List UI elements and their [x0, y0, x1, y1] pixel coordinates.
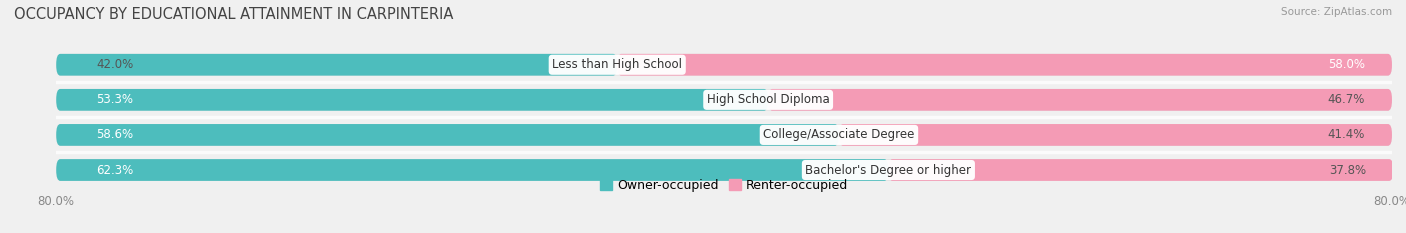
FancyBboxPatch shape	[56, 159, 889, 181]
FancyBboxPatch shape	[56, 124, 1392, 146]
Text: 58.0%: 58.0%	[1329, 58, 1365, 71]
Text: 37.8%: 37.8%	[1330, 164, 1367, 177]
Text: Source: ZipAtlas.com: Source: ZipAtlas.com	[1281, 7, 1392, 17]
Text: 42.0%: 42.0%	[96, 58, 134, 71]
FancyBboxPatch shape	[839, 124, 1392, 146]
Text: 46.7%: 46.7%	[1327, 93, 1365, 106]
Text: Less than High School: Less than High School	[553, 58, 682, 71]
FancyBboxPatch shape	[617, 54, 1392, 76]
FancyBboxPatch shape	[768, 89, 1392, 111]
Legend: Owner-occupied, Renter-occupied: Owner-occupied, Renter-occupied	[595, 174, 853, 197]
FancyBboxPatch shape	[56, 124, 839, 146]
Text: 41.4%: 41.4%	[1327, 128, 1365, 141]
FancyBboxPatch shape	[56, 89, 1392, 111]
Text: 58.6%: 58.6%	[96, 128, 134, 141]
FancyBboxPatch shape	[56, 89, 768, 111]
FancyBboxPatch shape	[56, 159, 1392, 181]
Text: College/Associate Degree: College/Associate Degree	[763, 128, 915, 141]
Text: 53.3%: 53.3%	[96, 93, 134, 106]
Text: Bachelor's Degree or higher: Bachelor's Degree or higher	[806, 164, 972, 177]
Text: 62.3%: 62.3%	[96, 164, 134, 177]
FancyBboxPatch shape	[56, 54, 1392, 76]
Text: High School Diploma: High School Diploma	[707, 93, 830, 106]
FancyBboxPatch shape	[889, 159, 1393, 181]
Text: OCCUPANCY BY EDUCATIONAL ATTAINMENT IN CARPINTERIA: OCCUPANCY BY EDUCATIONAL ATTAINMENT IN C…	[14, 7, 453, 22]
FancyBboxPatch shape	[56, 54, 617, 76]
